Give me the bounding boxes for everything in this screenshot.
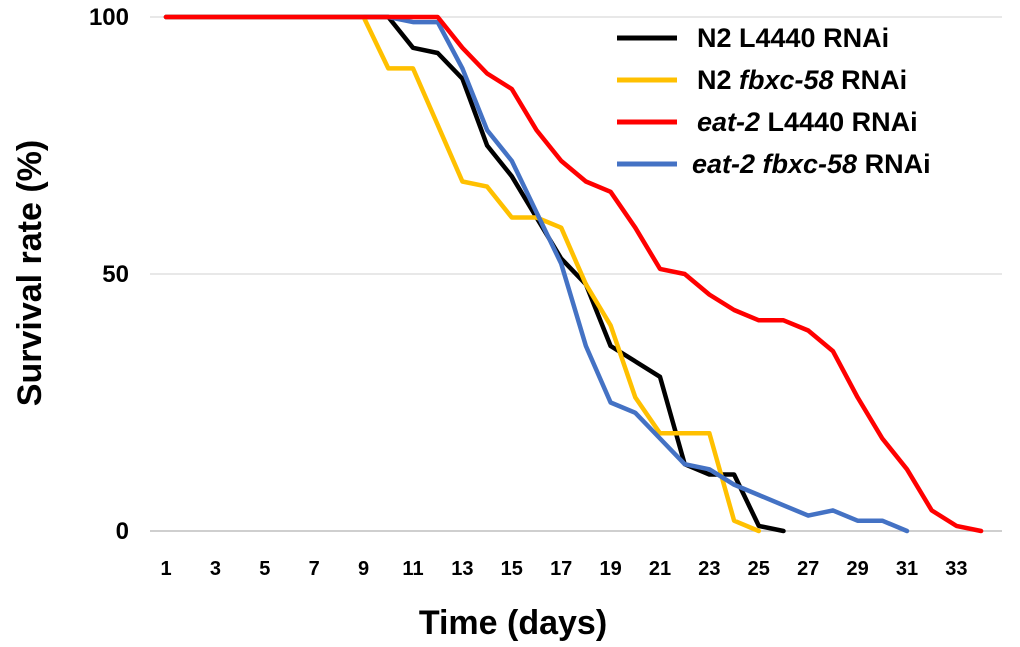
x-tick-label: 9 bbox=[358, 558, 369, 580]
legend: N2 L4440 RNAi N2 fbxc-58 RNAi eat-2 L4440 … bbox=[617, 23, 931, 179]
x-tick-label: 21 bbox=[649, 558, 671, 580]
y-tick-label: 0 bbox=[116, 518, 129, 545]
x-axis-title: Time (days) bbox=[419, 604, 607, 642]
x-tick-label: 7 bbox=[309, 558, 320, 580]
legend-label-0: N2 L4440 RNAi bbox=[697, 23, 889, 53]
x-tick-label: 11 bbox=[402, 558, 423, 580]
x-tick-label: 1 bbox=[160, 558, 171, 580]
y-axis-title: Survival rate (%) bbox=[11, 140, 49, 406]
y-tick-label: 50 bbox=[102, 261, 129, 288]
x-tick-label: 29 bbox=[846, 558, 868, 580]
legend-label-1: N2 fbxc-58 RNAi bbox=[697, 65, 907, 95]
legend-label-3: eat-2 fbxc-58 RNAi bbox=[692, 149, 931, 179]
x-tick-label: 5 bbox=[259, 558, 270, 580]
x-tick-label: 33 bbox=[945, 558, 967, 580]
x-tick-label: 31 bbox=[896, 558, 918, 580]
y-tick-label: 100 bbox=[89, 4, 129, 31]
x-tick-label: 15 bbox=[501, 558, 523, 580]
x-tick-label: 27 bbox=[797, 558, 819, 580]
x-tick-label: 23 bbox=[698, 558, 720, 580]
x-tick-label: 17 bbox=[550, 558, 572, 580]
series-lines bbox=[163, 14, 984, 534]
series-line-2 bbox=[163, 14, 984, 534]
x-tick-label: 19 bbox=[599, 558, 621, 580]
x-tick-label: 3 bbox=[210, 558, 221, 580]
x-tick-label: 25 bbox=[748, 558, 770, 580]
x-tick-labels: 1 3 5 7 9 11 13 15 17 19 21 23 25 27 29 31 33 bbox=[160, 558, 967, 580]
y-tick-labels: 0 50 100 bbox=[89, 4, 129, 545]
x-tick-label: 13 bbox=[451, 558, 473, 580]
legend-label-2: eat-2 L4440 RNAi bbox=[697, 107, 918, 137]
